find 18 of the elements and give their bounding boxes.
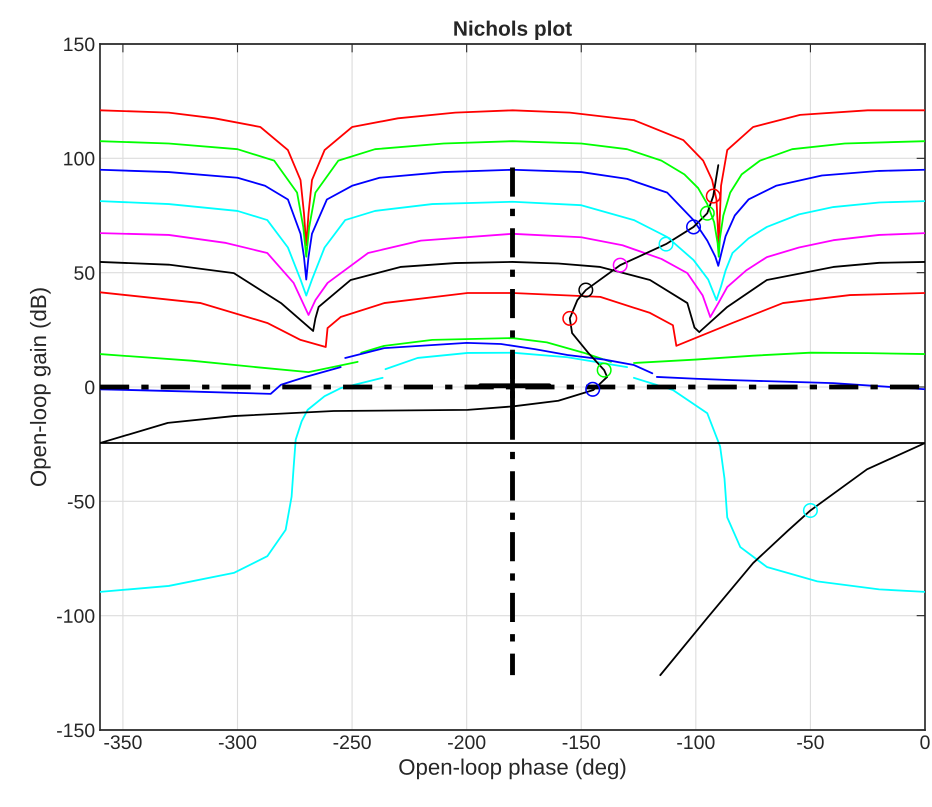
x-tick-label: -100 <box>677 735 715 750</box>
y-axis-title: Open-loop gain (dB) <box>30 288 51 486</box>
x-tick-label: -250 <box>333 735 371 750</box>
y-tick-label: -50 <box>68 494 94 509</box>
y-tick-label: 150 <box>64 37 94 52</box>
x-tick-label: -50 <box>797 735 824 750</box>
chart-title: Nichols plot <box>454 20 572 40</box>
x-tick-label: -300 <box>218 735 256 750</box>
y-tick-label: -150 <box>57 723 94 738</box>
y-tick-label: 0 <box>85 380 94 394</box>
y-tick-label: 50 <box>74 266 94 280</box>
x-axis-title: Open-loop phase (deg) <box>399 758 626 780</box>
x-tick-label: 0 <box>920 735 930 750</box>
y-tick-label: -100 <box>57 609 94 623</box>
y-tick-label: 100 <box>64 152 94 166</box>
x-tick-label: -150 <box>562 735 600 750</box>
x-tick-label: -350 <box>104 735 142 750</box>
x-tick-label: -200 <box>448 735 486 750</box>
